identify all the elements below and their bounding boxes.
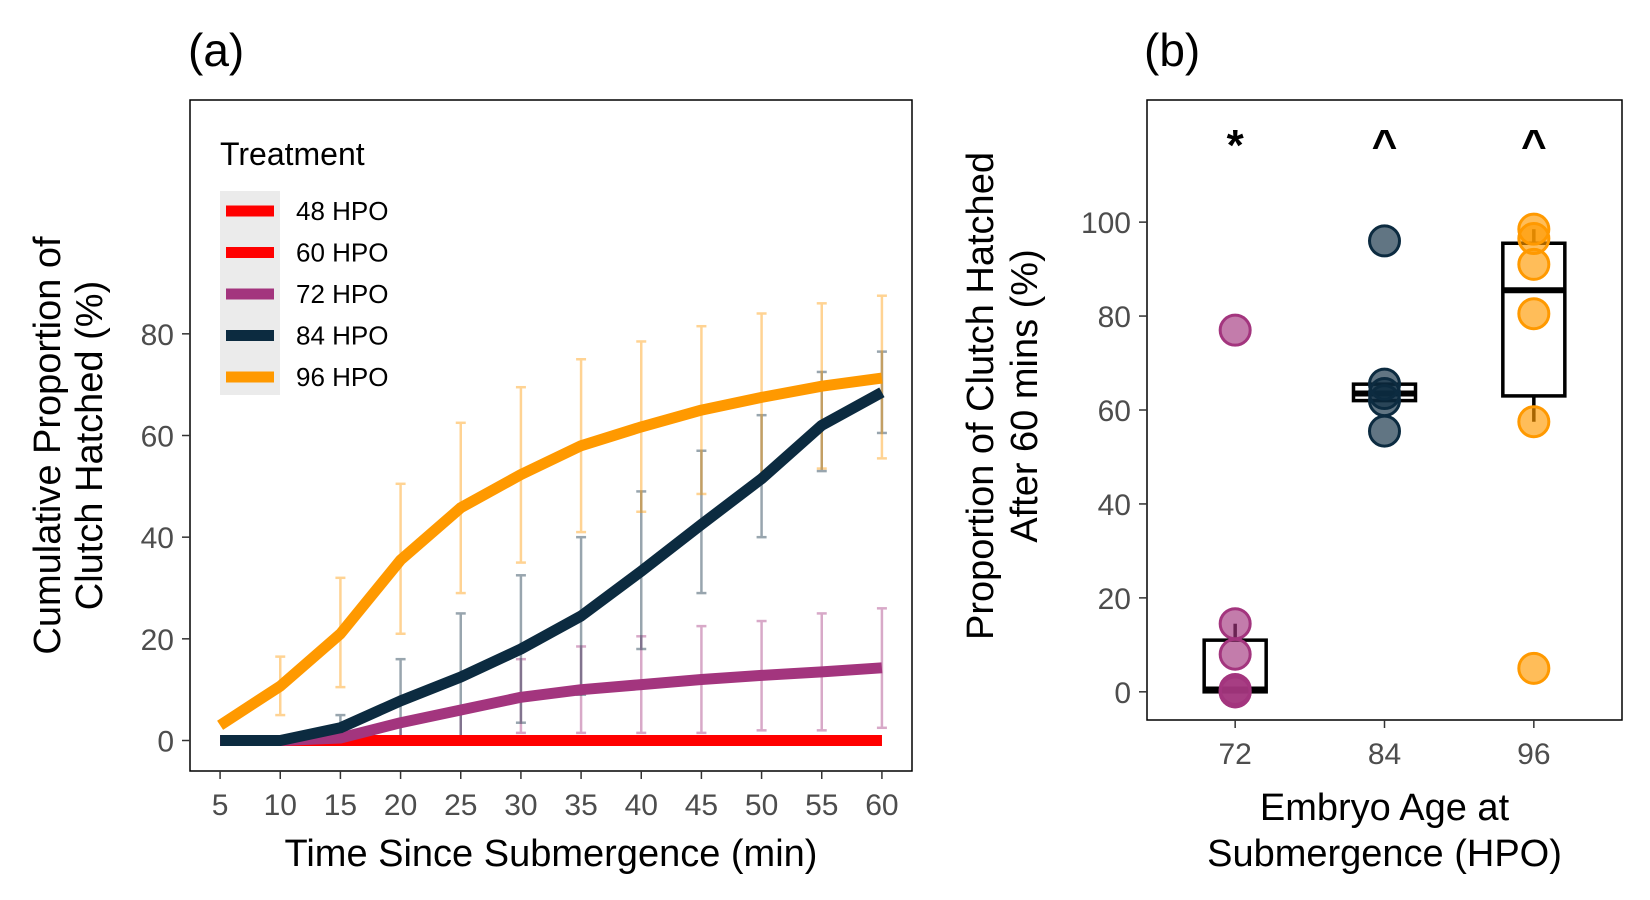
- data-point: [1218, 672, 1252, 706]
- error-bar: [876, 294, 887, 460]
- legend-label: 72 HPO: [296, 279, 389, 309]
- series-line-84-hpo: [220, 387, 885, 746]
- data-point: [1368, 224, 1401, 258]
- x-tick-label: 15: [324, 789, 357, 822]
- x-axis-title-line: Embryo Age at: [1260, 787, 1510, 829]
- y-tick-label: 0: [1114, 677, 1131, 710]
- panel-b-marks-layer: * ^ ^: [1202, 121, 1567, 709]
- y-tick-label: 40: [1098, 489, 1131, 522]
- error-bar: [876, 350, 887, 435]
- legend-label: 84 HPO: [296, 321, 389, 351]
- x-tick-label: 30: [504, 789, 537, 822]
- panel-b-axes-layer: 0 20 40 60 80 100 72 84 96: [1081, 99, 1623, 771]
- y-tick-label: 20: [141, 624, 174, 657]
- legend-label: 48 HPO: [296, 196, 389, 226]
- x-tick-label: 50: [745, 789, 778, 822]
- data-point: [1218, 607, 1252, 641]
- y-tick-label: 0: [157, 726, 174, 759]
- series-line-72-hpo: [220, 662, 883, 746]
- y-tick-label: 60: [1098, 395, 1131, 428]
- legend-label: 60 HPO: [296, 238, 389, 268]
- series-line-96-hpo: [217, 372, 883, 730]
- x-tick-label: 45: [685, 789, 718, 822]
- data-point: [1517, 405, 1551, 439]
- data-point: [1517, 297, 1551, 331]
- panel-a-label: (a): [188, 24, 244, 76]
- y-axis-title-line: Cumulative Proportion of: [27, 236, 69, 655]
- panel-a-axes-layer: 0 20 40 60 80 5 10 15 20 25 30 35 40 45 50 55 60: [141, 99, 913, 822]
- panel-b-label: (b): [1144, 24, 1200, 76]
- x-tick-label: 10: [264, 789, 297, 822]
- x-tick-label: 40: [625, 789, 658, 822]
- x-tick-label: 96: [1517, 738, 1550, 771]
- x-tick-label: 35: [564, 789, 597, 822]
- panel-a-line-chart: (a) Cumulative Proportion of Clutch Hatch…: [27, 24, 913, 875]
- x-tick-label: 5: [212, 789, 229, 822]
- x-tick-label: 25: [444, 789, 477, 822]
- panel-a-legend: Treatment 48 HPO 60 HPO 72 HPO 84 HPO 96 HPO: [220, 136, 389, 395]
- y-tick-label: 40: [141, 522, 174, 555]
- x-tick-label: 72: [1218, 738, 1251, 771]
- panel-a-series-layer: [217, 294, 887, 746]
- data-point: [1368, 414, 1401, 448]
- x-tick-label: 84: [1368, 738, 1401, 771]
- significance-marker: *: [1227, 121, 1245, 170]
- panel-b-y-axis-title: Proportion of Clutch Hatched After 60 min…: [960, 152, 1046, 640]
- significance-marker: ^: [1372, 121, 1398, 170]
- y-axis-title-line: After 60 mins (%): [1004, 249, 1046, 543]
- panel-b-box-plot: (b) Proportion of Clutch Hatched After 60…: [960, 24, 1623, 875]
- legend-title: Treatment: [220, 136, 365, 172]
- legend-label: 96 HPO: [296, 362, 389, 392]
- data-point: [1368, 367, 1401, 401]
- y-tick-label: 100: [1081, 207, 1131, 240]
- x-tick-label: 55: [805, 789, 838, 822]
- y-axis-title-line: Clutch Hatched (%): [69, 281, 111, 610]
- y-tick-label: 60: [141, 421, 174, 454]
- data-point: [1517, 212, 1551, 246]
- significance-marker: ^: [1521, 121, 1547, 170]
- x-axis-title-line: Submergence (HPO): [1207, 833, 1562, 875]
- y-axis-title-line: Proportion of Clutch Hatched: [960, 152, 1002, 640]
- y-tick-label: 80: [141, 319, 174, 352]
- data-point: [1218, 637, 1252, 671]
- panel-a-y-axis-title: Cumulative Proportion of Clutch Hatched (…: [27, 236, 111, 655]
- data-point: [1517, 651, 1551, 685]
- data-point: [1218, 313, 1252, 347]
- x-tick-label: 20: [384, 789, 417, 822]
- y-tick-label: 20: [1098, 583, 1131, 616]
- panel-a-x-axis-title: Time Since Submergence (min): [285, 833, 818, 875]
- y-tick-label: 80: [1098, 301, 1131, 334]
- x-tick-label: 60: [865, 789, 898, 822]
